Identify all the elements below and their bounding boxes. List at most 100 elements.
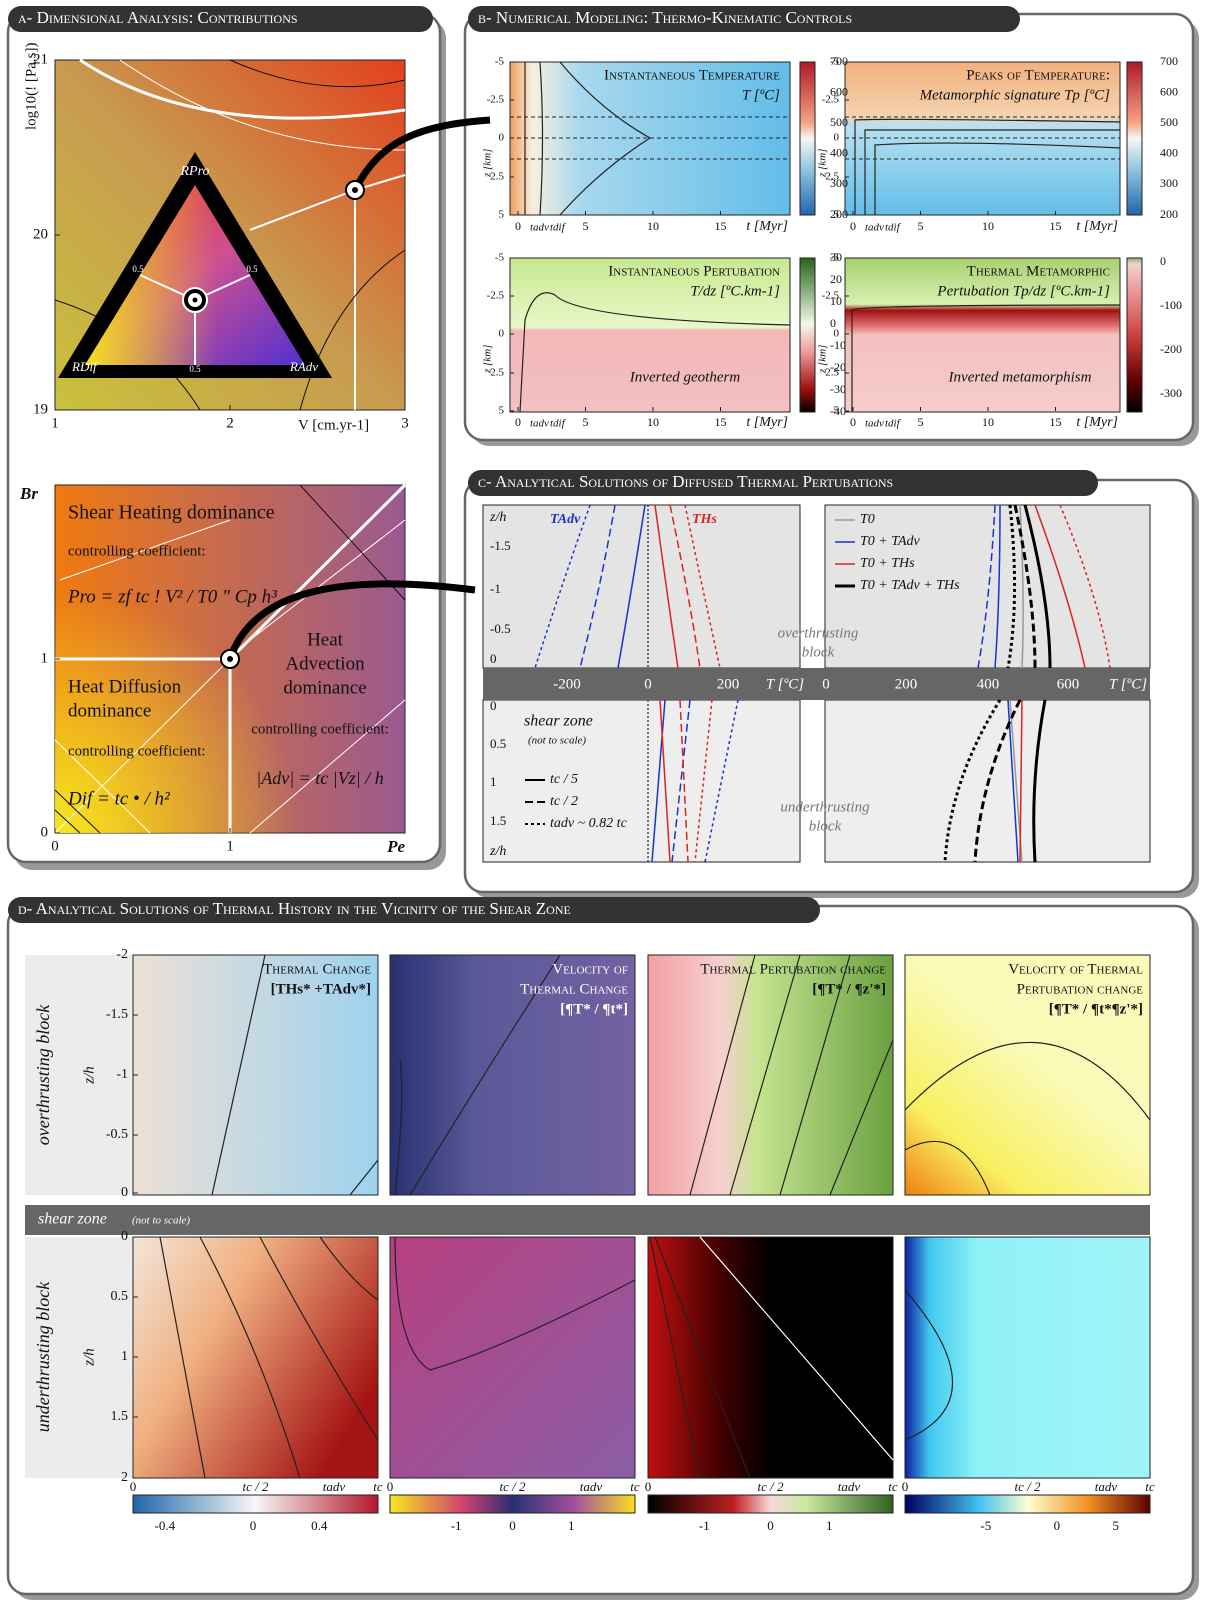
colorbar-tick: -1 [451, 1518, 462, 1533]
axis-label: z/h [489, 844, 506, 859]
tick-label: 2 [121, 1470, 128, 1485]
tick-label: tc / 2 [500, 1479, 526, 1494]
tick-label: -0.5 [106, 1127, 128, 1142]
axis-label: T [ºC] [1109, 676, 1147, 692]
field-map [647, 954, 894, 1196]
label: shear zone [38, 1211, 107, 1228]
tick-label: 0 [834, 328, 840, 340]
label: controlling coefficient: [68, 543, 206, 559]
plot-title: Thermal Change [263, 961, 371, 977]
row-label-bg [25, 1237, 133, 1478]
tick-label: 2.5 [825, 171, 839, 183]
colorbar [1126, 257, 1143, 413]
label: Advection [285, 653, 365, 674]
tick-label: tadv [323, 1479, 346, 1494]
perturbation-map [844, 257, 1121, 413]
tick-label: 0 [121, 1185, 128, 1200]
axis-label: Br [19, 484, 38, 503]
colorbar-tick: -300 [1160, 386, 1182, 400]
tick-label: 5 [918, 415, 924, 429]
colorbar-tick: 300 [830, 176, 848, 190]
link-arrow [226, 580, 476, 661]
plot-title: Pertubation change [1017, 981, 1144, 997]
tick-label: 10 [647, 219, 659, 233]
colorbar-tick: -200 [1160, 342, 1182, 356]
shear-zone-band [25, 1205, 1150, 1235]
tick-label: 15 [1050, 219, 1062, 233]
plot-title: [¶T* / ¶t*¶z'*] [1049, 1001, 1143, 1017]
regime-point [352, 187, 358, 193]
profile-plot [482, 504, 801, 669]
colorbar-tick: 0 [767, 1518, 774, 1533]
tick-label: tc [1145, 1479, 1155, 1494]
colorbar-tick: 1 [826, 1518, 833, 1533]
colorbar [799, 257, 816, 413]
plot-title: [¶T* / ¶t*] [560, 1001, 628, 1017]
colorbar-tick: 400 [830, 146, 848, 160]
label: tadv [865, 418, 884, 430]
axis-label: z/h [489, 510, 506, 525]
tick-label: tadv [838, 1479, 861, 1494]
colorbar-tick: 700 [1160, 54, 1178, 68]
contour [854, 118, 1121, 215]
tick-label: 0 [499, 328, 505, 340]
row-label: underthrusting block [33, 1281, 53, 1432]
tick-label: 0 [490, 698, 497, 713]
label: 0.5 [132, 264, 144, 274]
tick-label: tc [888, 1479, 898, 1494]
legend-entry: tc / 2 [550, 794, 578, 809]
colorbar-tick: 600 [1160, 84, 1178, 98]
tick-label: 0 [644, 676, 652, 692]
tick-label: 0 [499, 132, 505, 144]
tick-label: 0 [387, 1479, 394, 1494]
colorbar-tick: -5 [980, 1518, 991, 1533]
colorbar [1126, 61, 1143, 216]
legend-entry: T0 [860, 512, 875, 527]
contour [851, 304, 1121, 412]
axis-label: V [cm.yr-1] [298, 417, 369, 433]
label: RDif [71, 359, 99, 374]
tick-label: 200 [895, 676, 918, 692]
plot-title: Thermal Pertubation change [700, 961, 886, 977]
label: (not to scale) [132, 1215, 190, 1227]
tick-label: 1 [490, 774, 497, 789]
label: block [802, 644, 835, 660]
label: tadv [530, 418, 549, 430]
plot-title: Instantaneous Temperature [604, 67, 780, 83]
label: controlling coefficient: [68, 743, 206, 759]
tick-label: 5 [583, 415, 589, 429]
label: TAdv [550, 512, 581, 527]
axis-label: z/h [81, 1348, 97, 1367]
axis-label: z [km] [482, 345, 494, 374]
colorbar-tick: -30 [830, 382, 846, 396]
field-map [647, 1236, 894, 1479]
label: tadv [530, 222, 549, 234]
tick-label: -5 [495, 252, 505, 264]
label: block [809, 818, 842, 834]
tick-label: 1 [121, 1349, 128, 1364]
boundary [79, 58, 406, 120]
tick-label: 0 [130, 1479, 137, 1494]
tick-label: 1 [226, 838, 234, 854]
label: Pro = zf tc ! V² / T0 " Cp h³ [67, 586, 277, 607]
axis-label: t [Myr] [746, 415, 788, 430]
axis-label: t [Myr] [1076, 415, 1118, 430]
tick-label: 1 [51, 415, 59, 431]
tick-label: -1 [116, 1067, 128, 1082]
tick-label: -1.5 [490, 538, 511, 553]
tick-label: -1 [490, 581, 501, 596]
tick-label: 15 [715, 219, 727, 233]
colorbar-tick: 5 [1112, 1518, 1119, 1533]
label: dominance [283, 677, 366, 698]
tick-label: -2.5 [822, 94, 840, 106]
tick-label: -5 [830, 56, 840, 68]
tick-label: 0 [41, 824, 49, 840]
tick-label: -2.5 [822, 290, 840, 302]
tick-label: 0 [834, 132, 840, 144]
tick-label: 2.5 [490, 367, 504, 379]
label: RPro [179, 164, 209, 179]
label: (not to scale) [528, 735, 586, 747]
colorbar-tick: 30 [830, 250, 842, 264]
colorbar-tick: 0 [1160, 254, 1166, 268]
row-label-bg [25, 955, 133, 1195]
